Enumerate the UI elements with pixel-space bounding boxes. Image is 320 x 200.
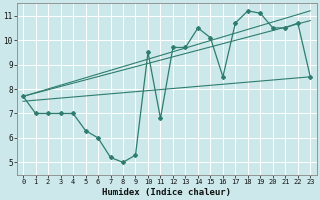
X-axis label: Humidex (Indice chaleur): Humidex (Indice chaleur): [102, 188, 231, 197]
